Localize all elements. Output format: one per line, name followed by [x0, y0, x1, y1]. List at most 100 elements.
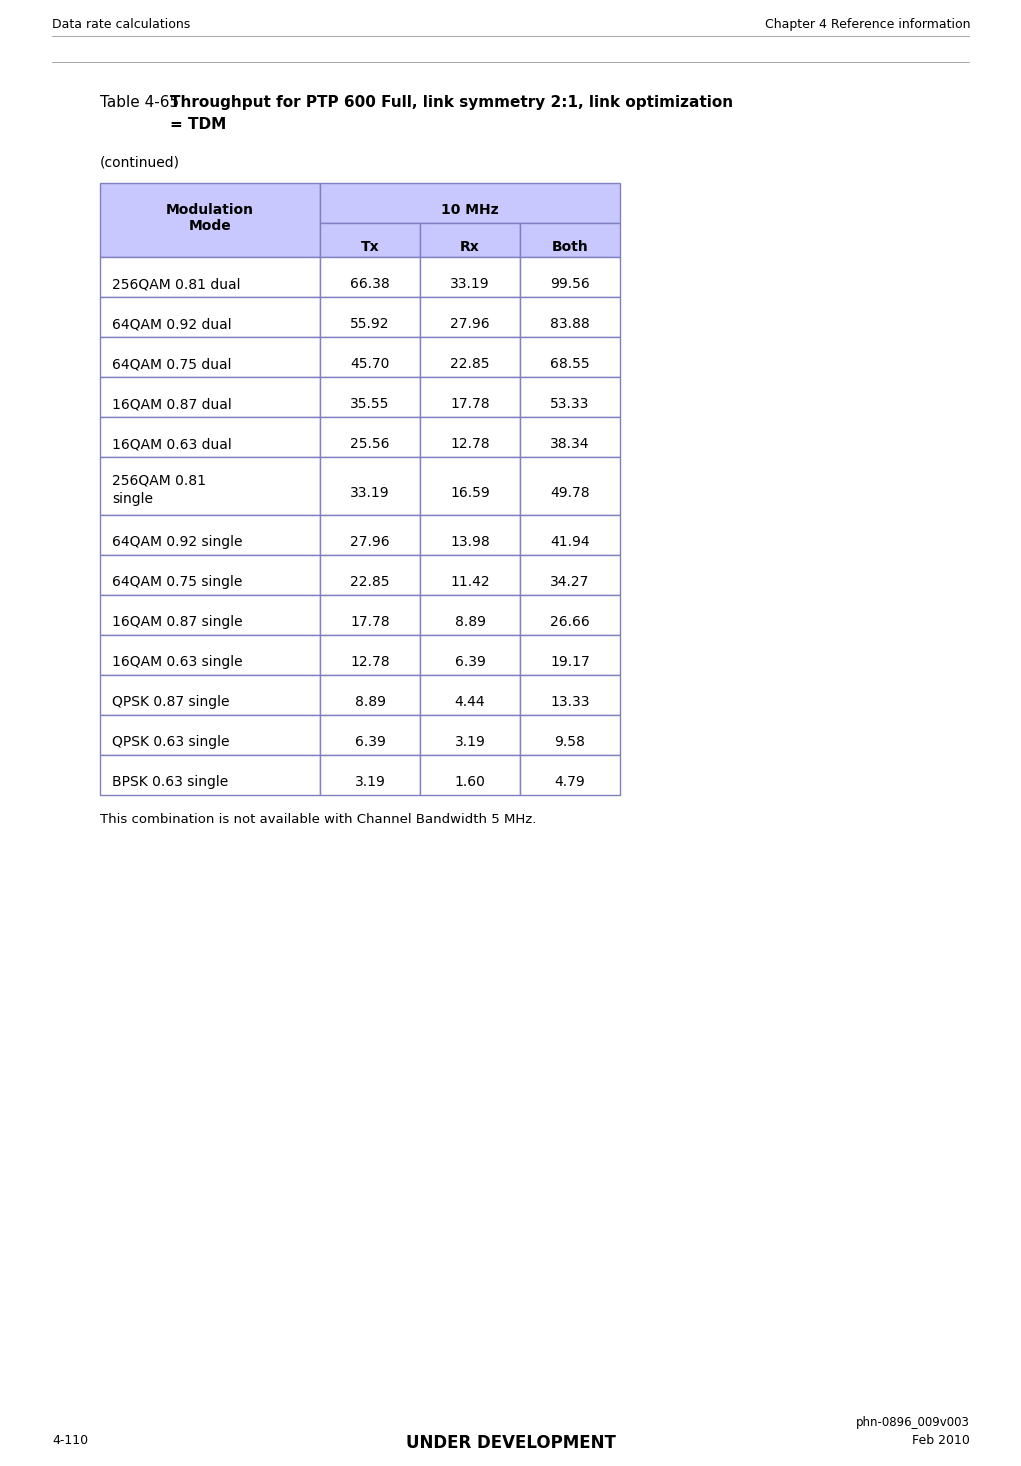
Bar	[420, 635, 520, 674]
Bar	[100, 416, 320, 457]
Text: 83.88: 83.88	[550, 317, 590, 331]
Text: 64QAM 0.75 dual: 64QAM 0.75 dual	[112, 358, 232, 371]
Text: 35.55: 35.55	[350, 397, 390, 410]
Text: Tx: Tx	[360, 240, 380, 254]
Text: 8.89: 8.89	[354, 695, 386, 710]
Text: Table 4-65: Table 4-65	[100, 95, 189, 110]
Bar	[520, 298, 620, 337]
Text: Both: Both	[551, 240, 588, 254]
Bar	[320, 715, 420, 755]
Text: 17.78: 17.78	[450, 397, 490, 410]
Text: 33.19: 33.19	[350, 487, 390, 500]
Text: 16QAM 0.87 dual: 16QAM 0.87 dual	[112, 397, 232, 410]
Text: 25.56: 25.56	[350, 437, 390, 452]
Text: 1.60: 1.60	[454, 776, 485, 789]
Bar	[320, 257, 420, 298]
Text: Modulation: Modulation	[166, 202, 254, 217]
Bar	[100, 377, 320, 416]
Bar	[320, 674, 420, 715]
Bar	[320, 635, 420, 674]
Text: 49.78: 49.78	[550, 487, 590, 500]
Text: 256QAM 0.81 dual: 256QAM 0.81 dual	[112, 277, 241, 290]
Text: 9.58: 9.58	[554, 734, 585, 749]
Bar	[520, 635, 620, 674]
Text: 16.59: 16.59	[450, 487, 490, 500]
Text: 4.79: 4.79	[554, 776, 585, 789]
Bar	[520, 674, 620, 715]
Bar	[100, 755, 320, 795]
Text: 27.96: 27.96	[450, 317, 490, 331]
Text: 19.17: 19.17	[550, 655, 590, 668]
Bar	[420, 298, 520, 337]
Text: 16QAM 0.63 single: 16QAM 0.63 single	[112, 655, 243, 668]
Text: 34.27: 34.27	[550, 575, 590, 589]
Bar	[420, 674, 520, 715]
Bar	[420, 755, 520, 795]
Text: 3.19: 3.19	[354, 776, 386, 789]
Text: 41.94: 41.94	[550, 535, 590, 548]
Bar	[320, 377, 420, 416]
Bar	[320, 457, 420, 515]
Text: QPSK 0.87 single: QPSK 0.87 single	[112, 695, 230, 710]
Text: 6.39: 6.39	[354, 734, 386, 749]
Text: 45.70: 45.70	[350, 358, 390, 371]
Bar	[420, 457, 520, 515]
Text: 27.96: 27.96	[350, 535, 390, 548]
Bar	[420, 715, 520, 755]
Text: (continued): (continued)	[100, 155, 180, 169]
Text: 26.66: 26.66	[550, 616, 590, 629]
Text: Chapter 4 Reference information: Chapter 4 Reference information	[765, 18, 970, 31]
Bar	[420, 257, 520, 298]
Text: QPSK 0.63 single: QPSK 0.63 single	[112, 734, 230, 749]
Text: 64QAM 0.92 dual: 64QAM 0.92 dual	[112, 317, 232, 331]
Text: 11.42: 11.42	[450, 575, 490, 589]
Bar	[100, 715, 320, 755]
Bar	[100, 674, 320, 715]
Text: 53.33: 53.33	[550, 397, 590, 410]
Text: 22.85: 22.85	[450, 358, 490, 371]
Text: = TDM: = TDM	[169, 117, 226, 132]
Bar	[100, 515, 320, 556]
Bar	[100, 183, 320, 257]
Bar	[320, 298, 420, 337]
Text: 22.85: 22.85	[350, 575, 390, 589]
Text: 17.78: 17.78	[350, 616, 390, 629]
Text: Mode: Mode	[189, 218, 232, 233]
Text: 16QAM 0.63 dual: 16QAM 0.63 dual	[112, 437, 232, 452]
Text: 99.56: 99.56	[550, 277, 590, 290]
Text: 64QAM 0.75 single: 64QAM 0.75 single	[112, 575, 242, 589]
Text: 55.92: 55.92	[350, 317, 390, 331]
Text: 13.33: 13.33	[550, 695, 590, 710]
Bar	[320, 755, 420, 795]
Bar	[520, 715, 620, 755]
Bar	[520, 416, 620, 457]
Text: 4-110: 4-110	[52, 1434, 88, 1447]
Text: 10 MHz: 10 MHz	[441, 202, 499, 217]
Bar	[420, 416, 520, 457]
Text: single: single	[112, 493, 153, 506]
Bar	[100, 635, 320, 674]
Text: Data rate calculations: Data rate calculations	[52, 18, 190, 31]
Bar	[520, 223, 620, 257]
Text: 33.19: 33.19	[450, 277, 490, 290]
Bar	[420, 515, 520, 556]
Bar	[420, 377, 520, 416]
Bar	[320, 183, 620, 223]
Text: UNDER DEVELOPMENT: UNDER DEVELOPMENT	[406, 1434, 616, 1451]
Bar	[420, 556, 520, 595]
Bar	[520, 337, 620, 377]
Text: 6.39: 6.39	[454, 655, 485, 668]
Bar	[100, 337, 320, 377]
Bar	[320, 337, 420, 377]
Text: 256QAM 0.81: 256QAM 0.81	[112, 474, 206, 488]
Text: 38.34: 38.34	[550, 437, 590, 452]
Bar	[520, 556, 620, 595]
Bar	[320, 556, 420, 595]
Bar	[420, 595, 520, 635]
Bar	[100, 298, 320, 337]
Text: 66.38: 66.38	[350, 277, 390, 290]
Text: 8.89: 8.89	[454, 616, 486, 629]
Bar	[320, 416, 420, 457]
Text: 12.78: 12.78	[450, 437, 490, 452]
Text: 4.44: 4.44	[454, 695, 485, 710]
